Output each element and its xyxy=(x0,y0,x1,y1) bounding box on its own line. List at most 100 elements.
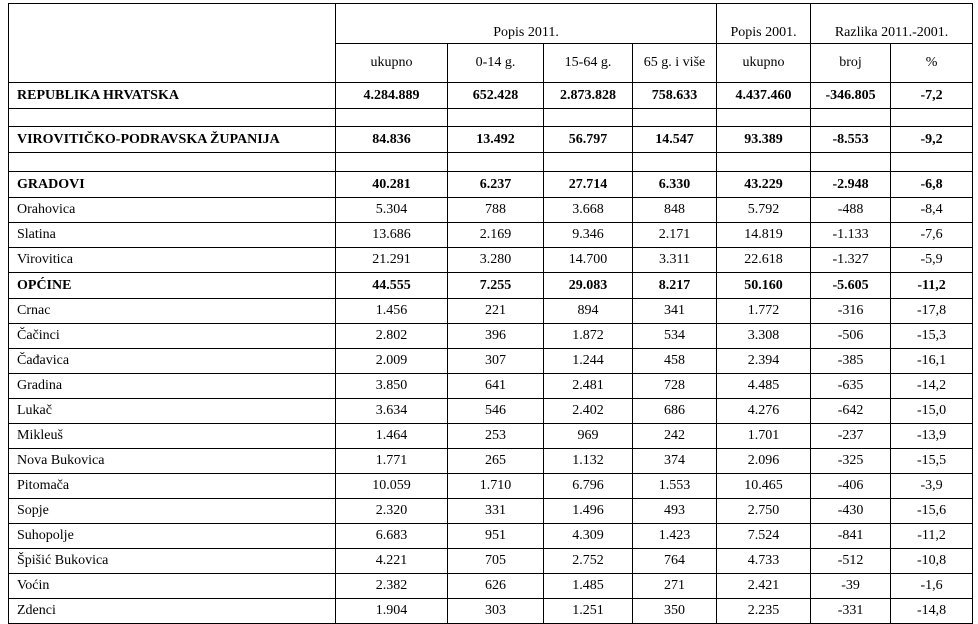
cell-value: 5.792 xyxy=(716,197,812,223)
cell-value: -346.805 xyxy=(810,82,892,109)
cell-value: 626 xyxy=(447,573,544,599)
cell-value: 2.096 xyxy=(716,448,812,474)
cell-value: 4.284.889 xyxy=(335,82,448,109)
cell-value: 93.389 xyxy=(716,126,812,153)
cell-value: 10.465 xyxy=(716,473,812,499)
cell-value: -642 xyxy=(810,398,892,424)
cell-value: 493 xyxy=(631,498,718,524)
empty-cell xyxy=(890,152,974,172)
cell-value: -488 xyxy=(810,197,892,223)
row-name: Špišić Bukovica xyxy=(8,548,336,574)
cell-value: -9,2 xyxy=(890,126,974,153)
cell-value: 4.733 xyxy=(716,548,812,574)
cell-value: -325 xyxy=(810,448,892,474)
cell-value: 1.553 xyxy=(631,473,718,499)
cell-value: 652.428 xyxy=(447,82,544,109)
cell-value: 2.402 xyxy=(543,398,633,424)
cell-value: -14,8 xyxy=(890,598,974,624)
cell-value: -2.948 xyxy=(810,171,892,198)
cell-value: 3.668 xyxy=(543,197,633,223)
data-row: Slatina 13.686 2.169 9.346 2.171 14.819 -1.133… xyxy=(8,222,974,248)
cell-value: 303 xyxy=(447,598,544,624)
cell-value: 6.330 xyxy=(631,171,718,198)
cell-value: 1.485 xyxy=(543,573,633,599)
cell-value: 3.850 xyxy=(335,373,448,399)
cell-value: 253 xyxy=(447,423,544,449)
empty-cell xyxy=(335,152,448,172)
empty-cell xyxy=(8,152,336,172)
row-name: VIROVITIČKO-PODRAVSKA ŽUPANIJA xyxy=(8,126,336,153)
cell-value: -506 xyxy=(810,323,892,349)
cell-value: 14.700 xyxy=(543,247,633,273)
cell-value: 4.437.460 xyxy=(716,82,812,109)
column-header: ukupno xyxy=(716,43,812,83)
cell-value: 341 xyxy=(631,298,718,324)
cell-value: -385 xyxy=(810,348,892,374)
empty-cell xyxy=(810,152,892,172)
column-header: ukupno xyxy=(335,43,448,83)
cell-value: 374 xyxy=(631,448,718,474)
cell-value: -331 xyxy=(810,598,892,624)
empty-cell xyxy=(335,108,448,127)
cell-value: 546 xyxy=(447,398,544,424)
data-row: Gradina 3.850 641 2.481 728 4.485 -635 -14,2 xyxy=(8,373,974,399)
cell-value: 3.280 xyxy=(447,247,544,273)
cell-value: 2.009 xyxy=(335,348,448,374)
cell-value: 6.237 xyxy=(447,171,544,198)
cell-value: -8,4 xyxy=(890,197,974,223)
cell-value: 705 xyxy=(447,548,544,574)
cell-value: 2.421 xyxy=(716,573,812,599)
column-header: 15-64 g. xyxy=(543,43,633,83)
cell-value: 29.083 xyxy=(543,272,633,299)
cell-value: -841 xyxy=(810,523,892,549)
cell-value: -15,6 xyxy=(890,498,974,524)
cell-value: 2.171 xyxy=(631,222,718,248)
cell-value: 21.291 xyxy=(335,247,448,273)
spacer-row xyxy=(8,108,974,127)
empty-cell xyxy=(8,108,336,127)
table-wrapper: Popis 2011. Popis 2001. Razlika 2011.-20… xyxy=(8,3,974,624)
cell-value: 27.714 xyxy=(543,171,633,198)
row-name: Čađavica xyxy=(8,348,336,374)
cell-value: -10,8 xyxy=(890,548,974,574)
cell-value: 22.618 xyxy=(716,247,812,273)
cell-value: 13.492 xyxy=(447,126,544,153)
cell-value: 350 xyxy=(631,598,718,624)
cell-value: 221 xyxy=(447,298,544,324)
cell-value: 56.797 xyxy=(543,126,633,153)
cell-value: 84.836 xyxy=(335,126,448,153)
cell-value: 5.304 xyxy=(335,197,448,223)
cell-value: -11,2 xyxy=(890,523,974,549)
cell-value: 10.059 xyxy=(335,473,448,499)
cell-value: 3.308 xyxy=(716,323,812,349)
cell-value: 396 xyxy=(447,323,544,349)
cell-value: 4.485 xyxy=(716,373,812,399)
cell-value: 1.423 xyxy=(631,523,718,549)
cell-value: 6.683 xyxy=(335,523,448,549)
row-name: Suhopolje xyxy=(8,523,336,549)
cell-value: 1.244 xyxy=(543,348,633,374)
cell-value: 788 xyxy=(447,197,544,223)
cell-value: 1.710 xyxy=(447,473,544,499)
cell-value: -635 xyxy=(810,373,892,399)
cell-value: -11,2 xyxy=(890,272,974,299)
data-row: Špišić Bukovica 4.221 705 2.752 764 4.733 -512… xyxy=(8,548,974,574)
cell-value: 4.221 xyxy=(335,548,448,574)
cell-value: -237 xyxy=(810,423,892,449)
column-header: % xyxy=(890,43,974,83)
data-row: Voćin 2.382 626 1.485 271 2.421 -39 -1,6 xyxy=(8,573,974,599)
cell-value: 40.281 xyxy=(335,171,448,198)
data-row: Lukač 3.634 546 2.402 686 4.276 -642 -15,0 xyxy=(8,398,974,424)
data-row: Suhopolje 6.683 951 4.309 1.423 7.524 -841 -11,… xyxy=(8,523,974,549)
empty-cell xyxy=(716,152,812,172)
cell-value: 686 xyxy=(631,398,718,424)
cell-value: 1.456 xyxy=(335,298,448,324)
group-header: Popis 2001. xyxy=(716,3,812,44)
row-name: GRADOVI xyxy=(8,171,336,198)
data-row: Virovitica 21.291 3.280 14.700 3.311 22.618 -1… xyxy=(8,247,974,273)
cell-value: -316 xyxy=(810,298,892,324)
cell-value: 1.904 xyxy=(335,598,448,624)
cell-value: 307 xyxy=(447,348,544,374)
cell-value: 2.394 xyxy=(716,348,812,374)
cell-value: 1.701 xyxy=(716,423,812,449)
